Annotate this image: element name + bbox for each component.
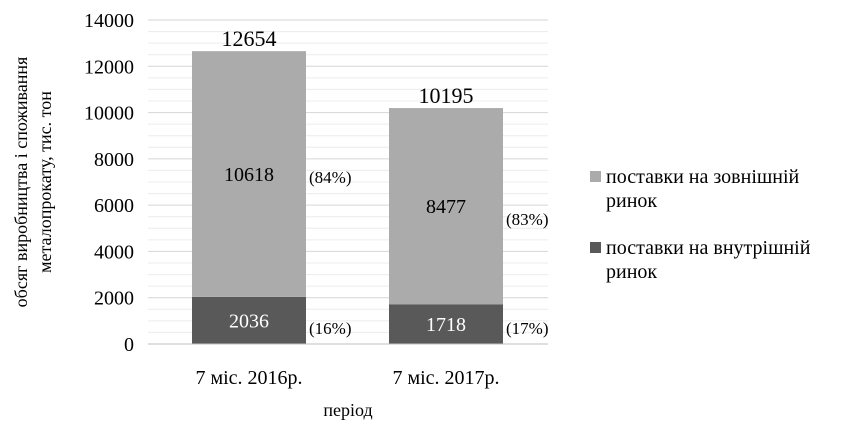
y-tick-label: 2000 [94, 288, 134, 310]
x-tick-label: 7 міс. 2016р. [195, 367, 302, 389]
legend-entry: поставки на внутрішній ринок [606, 237, 811, 283]
legend-entry-line: ринок [606, 190, 657, 212]
segment-share-label: (17%) [506, 319, 548, 338]
segment-value-label: 2036 [229, 310, 269, 332]
y-tick-label: 4000 [94, 241, 134, 263]
y-tick-label: 10000 [84, 103, 134, 125]
bar-total-label: 10195 [419, 83, 474, 108]
x-tick-label: 7 міс. 2017р. [392, 367, 499, 389]
segment-share-label: (83%) [506, 210, 548, 229]
y-axis-title-line: металопрокату, тис. тон [35, 91, 55, 273]
segment-share-label: (16%) [309, 319, 351, 338]
data-labels: 2036 (16%) 10618 (84%) 12654 1718 (17%) 8477 (83… [222, 26, 549, 338]
y-tick-label: 0 [124, 334, 134, 356]
y-tick-label: 12000 [84, 56, 134, 78]
legend-swatch [590, 171, 601, 182]
bar-segment-export [389, 108, 503, 305]
legend-entry: поставки на зовнішній ринок [606, 166, 800, 212]
legend-entry-line: ринок [606, 261, 657, 283]
segment-share-label: (84%) [309, 168, 351, 187]
bars [192, 51, 503, 344]
axes: 7 міс. 2016р. 7 міс. 2017р. 0 2000 4000 6000 8… [11, 10, 548, 420]
y-axis-title: обсяг виробництва і споживання металопрок… [11, 57, 55, 308]
segment-value-label: 8477 [426, 196, 466, 218]
y-tick-label: 8000 [94, 149, 134, 171]
legend-entry-line: поставки на внутрішній [606, 237, 811, 259]
bar-total-label: 12654 [222, 26, 277, 51]
bar-segment-domestic [192, 296, 306, 344]
segment-value-label: 1718 [426, 314, 466, 336]
y-axis-title-line: обсяг виробництва і споживання [11, 57, 31, 308]
y-tick-label: 6000 [94, 195, 134, 217]
legend-entry-line: поставки на зовнішній [606, 166, 800, 188]
segment-value-label: 10618 [224, 164, 274, 186]
bar-segment-export [192, 51, 306, 297]
y-tick-label: 14000 [84, 10, 134, 32]
x-axis-title: період [323, 400, 372, 420]
legend-swatch [590, 242, 601, 253]
bar-segment-domestic [389, 304, 503, 344]
